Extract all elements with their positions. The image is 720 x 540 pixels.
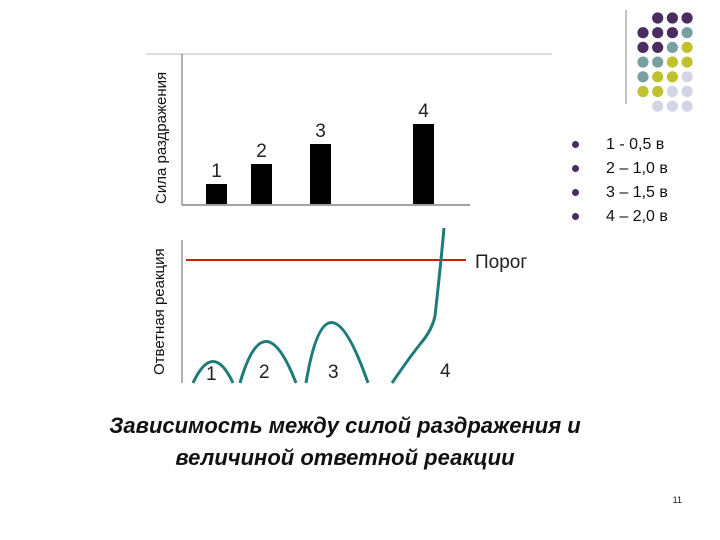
response-curve-4	[390, 227, 446, 384]
decorative-dot	[652, 41, 664, 54]
decorative-dot	[637, 71, 649, 83]
bullet-icon	[572, 189, 579, 196]
decorative-dot	[666, 27, 679, 39]
stimulus-panel: 1 2 3 4	[146, 53, 552, 206]
decorative-dot	[652, 85, 664, 98]
response-curve-3	[304, 321, 370, 384]
stimulus-bar-label-2: 2	[256, 141, 267, 162]
stimulus-bar-2	[251, 164, 272, 204]
decorative-dot	[652, 56, 664, 68]
caption-line-1: Зависимость между силой раздражения и	[109, 413, 581, 438]
legend-item-4: 4 – 2,0 в	[572, 205, 668, 229]
decorative-dot	[681, 71, 693, 83]
legend-list: 1 - 0,5 в 2 – 1,0 в 3 – 1,5 в 4 – 2,0 в	[572, 133, 668, 229]
legend-item-label: 4 – 2,0 в	[606, 208, 668, 225]
curve-label-2: 2	[259, 362, 270, 383]
decorative-dot	[666, 85, 679, 98]
response-y-axis-label: Ответная реакция	[151, 248, 168, 375]
legend-item-label: 3 – 1,5 в	[606, 184, 668, 201]
stimulus-bar-label-3: 3	[315, 121, 326, 142]
bullet-icon	[572, 165, 579, 172]
decorative-dot	[681, 12, 693, 24]
legend-item-label: 1 - 0,5 в	[606, 136, 665, 153]
bullet-icon	[572, 141, 579, 148]
stimulus-bar-label-4: 4	[418, 101, 429, 122]
decorative-dot	[652, 100, 664, 112]
decorative-dot	[681, 41, 693, 54]
curve-label-4: 4	[440, 361, 451, 382]
legend-item-label: 2 – 1,0 в	[606, 160, 668, 177]
decorative-dot	[637, 27, 649, 39]
decorative-dot	[681, 56, 693, 68]
decorative-dot	[681, 27, 693, 39]
slide-caption: Зависимость между силой раздражения и ве…	[20, 410, 670, 474]
decorative-dot	[666, 71, 679, 83]
decorative-dot	[637, 85, 649, 98]
response-curve-2	[238, 340, 298, 384]
page-number: 11	[672, 495, 682, 505]
response-panel: Порог 1 2 3 4	[181, 227, 527, 385]
bullet-icon	[572, 213, 579, 220]
stimulus-bar-4	[413, 124, 434, 204]
legend-item-1: 1 - 0,5 в	[572, 133, 668, 157]
stimulus-bar-label-1: 1	[211, 161, 222, 182]
stimulus-bar-1	[206, 184, 227, 204]
caption-line-2: величиной ответной реакции	[175, 445, 515, 470]
decorative-dot	[637, 41, 649, 54]
response-curve-1	[191, 360, 235, 384]
decorative-dot	[652, 12, 664, 24]
decorative-dot	[652, 71, 664, 83]
curve-label-3: 3	[328, 362, 339, 383]
decorative-dot	[666, 41, 679, 54]
decorative-dot	[637, 56, 649, 68]
legend-item-2: 2 – 1,0 в	[572, 157, 668, 181]
decorative-dot	[681, 100, 693, 112]
decorative-dot	[681, 85, 693, 98]
legend-item-3: 3 – 1,5 в	[572, 181, 668, 205]
decorative-dot	[666, 56, 679, 68]
stimulus-bar-3	[310, 144, 331, 204]
threshold-label: Порог	[475, 252, 527, 273]
decorative-dot	[666, 100, 679, 112]
stimulus-y-axis-label: Сила раздражения	[153, 71, 170, 204]
curve-label-1: 1	[206, 364, 217, 385]
decorative-dot	[666, 12, 679, 24]
decorative-dot	[652, 27, 664, 39]
